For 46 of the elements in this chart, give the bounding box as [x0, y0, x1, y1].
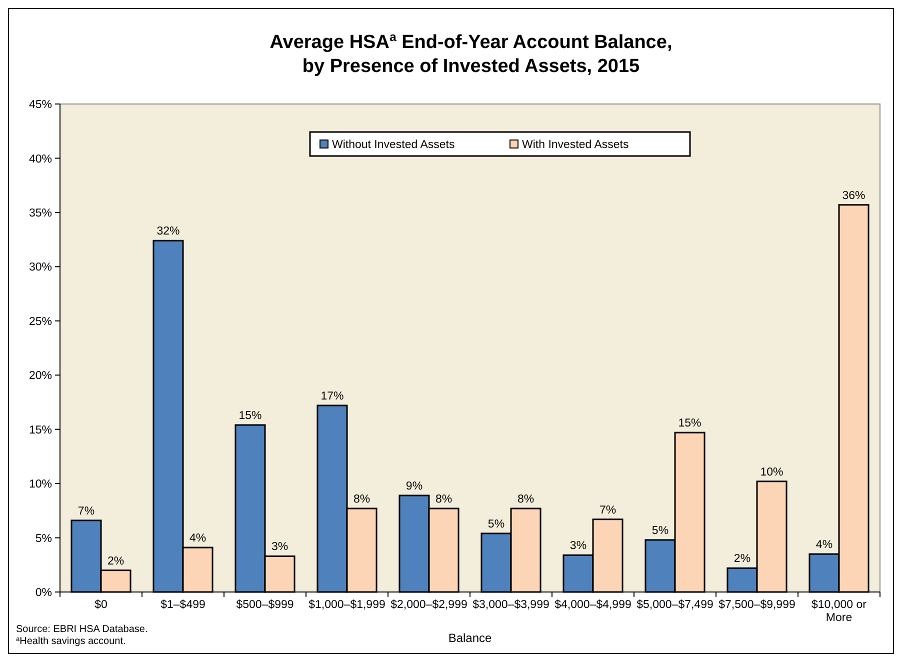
- y-tick-label: 10%: [28, 478, 52, 491]
- x-tick-label: $2,000–$2,999: [390, 599, 468, 611]
- data-label: 7%: [599, 504, 616, 516]
- data-label: 4%: [189, 532, 206, 545]
- data-label: 15%: [238, 410, 262, 422]
- x-tick-label: $0: [94, 599, 108, 611]
- text: $^{a}$Health savings account.: [16, 636, 126, 647]
- data-label: 17%: [320, 390, 344, 402]
- data-label: 5%: [652, 524, 669, 537]
- x-tick-label: $3,000–$3,999: [472, 599, 550, 611]
- x-axis-title: Balance: [448, 631, 492, 645]
- legend-label: Without Invested Assets: [332, 139, 455, 152]
- x-tick-label: $1–$499: [160, 599, 206, 611]
- y-tick-label: 5%: [35, 532, 52, 545]
- data-label: 10%: [760, 466, 784, 478]
- y-tick-label: 40%: [28, 153, 52, 166]
- data-label: 15%: [678, 418, 702, 430]
- y-tick-label: 0%: [35, 587, 52, 600]
- y-tick-label: 45%: [28, 99, 52, 112]
- data-label: 9%: [406, 480, 423, 492]
- y-tick-label: 30%: [28, 262, 52, 274]
- x-tick-label: $5,000–$7,499: [636, 599, 714, 611]
- y-tick-label: 20%: [28, 370, 52, 382]
- x-tick-label: $10,000 or More: [812, 599, 867, 624]
- data-label: 4%: [816, 539, 833, 552]
- data-label: 36%: [842, 190, 866, 202]
- data-label: 32%: [156, 226, 180, 238]
- data-label: 3%: [271, 541, 288, 554]
- legend-label: With Invested Assets: [522, 139, 629, 152]
- data-label: 8%: [353, 494, 370, 506]
- data-label: 2%: [734, 553, 751, 566]
- y-tick-label: 35%: [28, 207, 52, 220]
- x-tick-label: $7,500–$9,999: [718, 599, 796, 611]
- chart-title: Average HSA$^{a}$ End-of-Year Account Balance, by Presence of Invested Assets, 2015: [270, 30, 672, 77]
- x-tick-label: $1,000–$1,999: [308, 599, 386, 611]
- data-label: 7%: [78, 505, 95, 518]
- source-note: Source: EBRI HSA Database.: [16, 624, 148, 635]
- data-label: 3%: [570, 540, 587, 552]
- data-label: 8%: [517, 494, 534, 506]
- x-tick-label: $500–$999: [236, 599, 294, 611]
- data-label: 5%: [488, 518, 505, 530]
- data-label: 2%: [107, 555, 124, 568]
- x-tick-label: $4,000–$4,999: [554, 599, 632, 611]
- data-label: 8%: [435, 494, 452, 506]
- y-tick-label: 25%: [28, 316, 52, 328]
- y-tick-label: 15%: [28, 424, 52, 436]
